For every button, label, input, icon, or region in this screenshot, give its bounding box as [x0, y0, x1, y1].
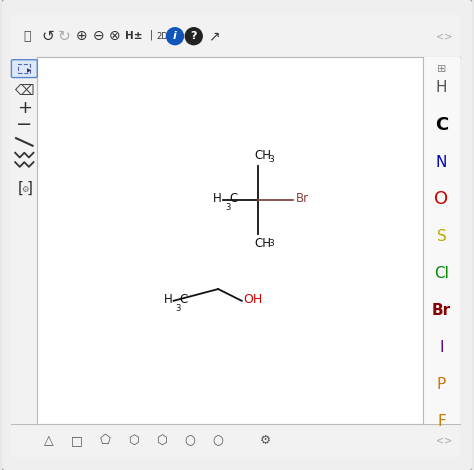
- Bar: [11, 424, 460, 457]
- FancyBboxPatch shape: [11, 60, 37, 78]
- Text: ▶: ▶: [27, 68, 31, 73]
- Text: i: i: [173, 31, 177, 41]
- Circle shape: [166, 28, 183, 45]
- Text: ↗: ↗: [208, 29, 219, 43]
- Text: ⬡: ⬡: [128, 434, 139, 447]
- Text: ↺: ↺: [42, 29, 55, 44]
- Text: F: F: [437, 414, 446, 429]
- Text: P: P: [437, 377, 446, 392]
- Text: ⊗: ⊗: [109, 29, 120, 43]
- Text: H±: H±: [125, 31, 142, 41]
- Text: 3: 3: [268, 239, 274, 248]
- Text: |: |: [150, 29, 153, 39]
- Text: Br: Br: [432, 303, 451, 318]
- Circle shape: [185, 28, 202, 45]
- Text: △: △: [44, 434, 54, 447]
- Text: 3: 3: [268, 155, 274, 164]
- Text: Cl: Cl: [434, 266, 449, 281]
- Text: 3: 3: [175, 304, 181, 313]
- Text: CH: CH: [255, 149, 272, 162]
- Bar: [11, 57, 37, 424]
- Text: ⚙: ⚙: [21, 185, 29, 194]
- Text: ⌫: ⌫: [15, 84, 34, 98]
- Text: H: H: [164, 293, 172, 306]
- Text: C: C: [435, 116, 448, 134]
- Text: H: H: [213, 192, 221, 205]
- Text: ⊞: ⊞: [437, 64, 446, 74]
- Bar: [11, 15, 460, 57]
- Text: I: I: [439, 340, 444, 355]
- Text: −: −: [16, 115, 33, 133]
- Text: ⚙: ⚙: [260, 434, 271, 447]
- Bar: [37, 57, 423, 424]
- Bar: [18, 64, 30, 73]
- Text: +: +: [17, 99, 32, 117]
- Text: ⊕: ⊕: [76, 29, 88, 43]
- Text: ?: ?: [191, 31, 197, 41]
- Text: O: O: [434, 190, 448, 208]
- Text: C: C: [229, 192, 237, 205]
- Text: □: □: [71, 434, 83, 447]
- Text: H: H: [436, 80, 447, 95]
- Text: ⬡: ⬡: [156, 434, 167, 447]
- Text: ]: ]: [27, 180, 33, 196]
- Text: ⊖: ⊖: [92, 29, 104, 43]
- Text: 3: 3: [225, 203, 231, 212]
- Text: OH: OH: [244, 293, 263, 306]
- Text: <>: <>: [436, 435, 452, 446]
- Text: [: [: [18, 180, 24, 196]
- Text: 2D: 2D: [156, 31, 168, 41]
- Text: C: C: [179, 293, 187, 306]
- Bar: [423, 57, 460, 424]
- Text: ○: ○: [184, 434, 195, 447]
- Text: ⬠: ⬠: [100, 434, 111, 447]
- Text: Br: Br: [296, 192, 310, 205]
- Text: S: S: [437, 229, 447, 244]
- Text: CH: CH: [255, 237, 272, 251]
- Text: ↻: ↻: [58, 29, 71, 44]
- Text: N: N: [436, 155, 447, 170]
- Text: ○: ○: [213, 434, 224, 447]
- Text: <>: <>: [436, 31, 452, 41]
- Text: 🗋: 🗋: [23, 30, 31, 43]
